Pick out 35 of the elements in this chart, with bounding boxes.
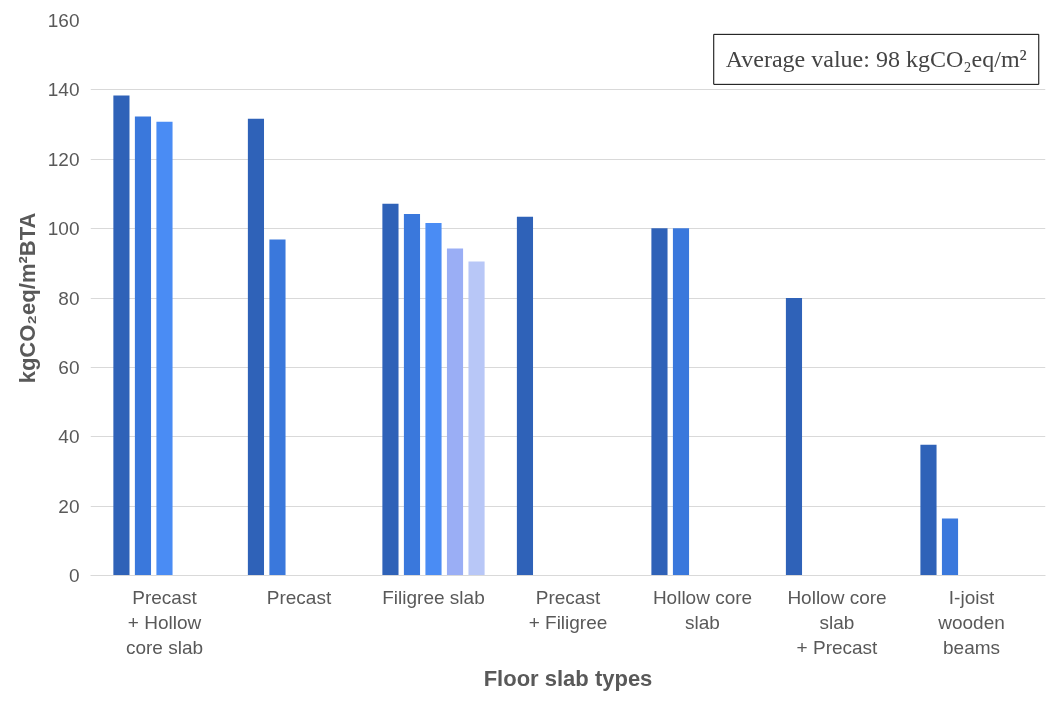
bar [672, 228, 690, 576]
y-tick-label: 120 [47, 148, 80, 170]
bar [446, 248, 464, 576]
bar [468, 261, 485, 576]
bar [156, 121, 173, 576]
y-tick-label: 80 [58, 287, 80, 309]
y-tick-label: 160 [47, 10, 80, 31]
bar [247, 118, 265, 576]
bar [941, 518, 959, 576]
y-tick-label: 140 [47, 79, 80, 101]
bar [651, 228, 668, 576]
x-tick-label: Filigree slab [382, 586, 485, 608]
bar [403, 214, 421, 576]
x-tick-label: Precast [266, 586, 332, 608]
x-tick-label: Hollow core slab [652, 586, 753, 633]
x-tick-label: I-joist wooden beams [937, 586, 1005, 658]
bar [134, 116, 152, 576]
y-tick-label: 20 [58, 495, 80, 517]
y-tick-label: 100 [47, 218, 80, 240]
bar [785, 298, 803, 576]
bar [382, 203, 399, 576]
annotation: Average value: 98 kgCO₂eq/m² [725, 46, 1027, 73]
x-tick-label: Precast + Hollow core slab [125, 586, 204, 658]
x-axis-title: Floor slab types [483, 665, 653, 691]
x-tick-label: Precast + Filigree [528, 586, 608, 633]
bar [920, 444, 937, 576]
y-tick-label: 0 [68, 565, 80, 586]
bar [516, 216, 534, 576]
y-tick-label: 60 [58, 356, 80, 378]
y-tick-label: 40 [58, 426, 80, 448]
y-axis-title: kgCO₂eq/m²BTA [14, 212, 40, 384]
bar [113, 95, 130, 576]
x-tick-label: Hollow core slab + Precast [787, 586, 887, 658]
bar [425, 223, 442, 576]
bar [269, 239, 286, 576]
